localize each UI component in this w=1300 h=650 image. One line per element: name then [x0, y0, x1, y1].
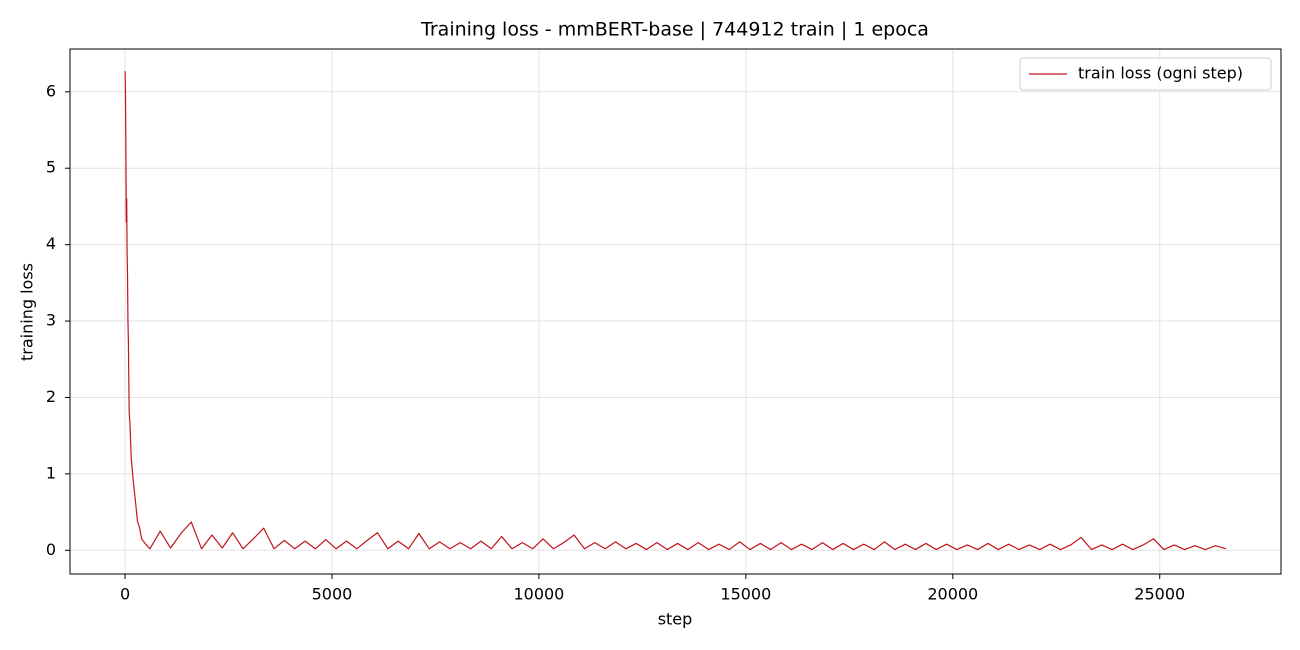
- y-tick-label: 1: [46, 463, 56, 482]
- x-tick-label: 5000: [312, 585, 353, 604]
- y-tick-label: 3: [46, 311, 56, 330]
- x-tick-label: 0: [120, 585, 130, 604]
- legend-box: [1019, 57, 1272, 91]
- y-tick-label: 5: [46, 158, 56, 177]
- x-tick-label: 15000: [720, 585, 771, 604]
- legend-label: train loss (ogni step): [1078, 64, 1243, 83]
- plot-frame: [69, 48, 1282, 575]
- x-axis-label: step: [658, 610, 693, 629]
- x-tick-label: 20000: [927, 585, 978, 604]
- x-tick-label: 10000: [513, 585, 564, 604]
- y-tick-label: 6: [46, 81, 56, 100]
- y-tick-label: 0: [46, 540, 56, 559]
- y-tick-label: 4: [46, 234, 56, 253]
- y-tick-label: 2: [46, 387, 56, 406]
- y-axis-label: training loss: [18, 263, 37, 361]
- x-tick-label: 25000: [1134, 585, 1185, 604]
- chart-title: Training loss - mmBERT-base | 744912 tra…: [420, 19, 929, 41]
- loss-line: [124, 71, 1227, 551]
